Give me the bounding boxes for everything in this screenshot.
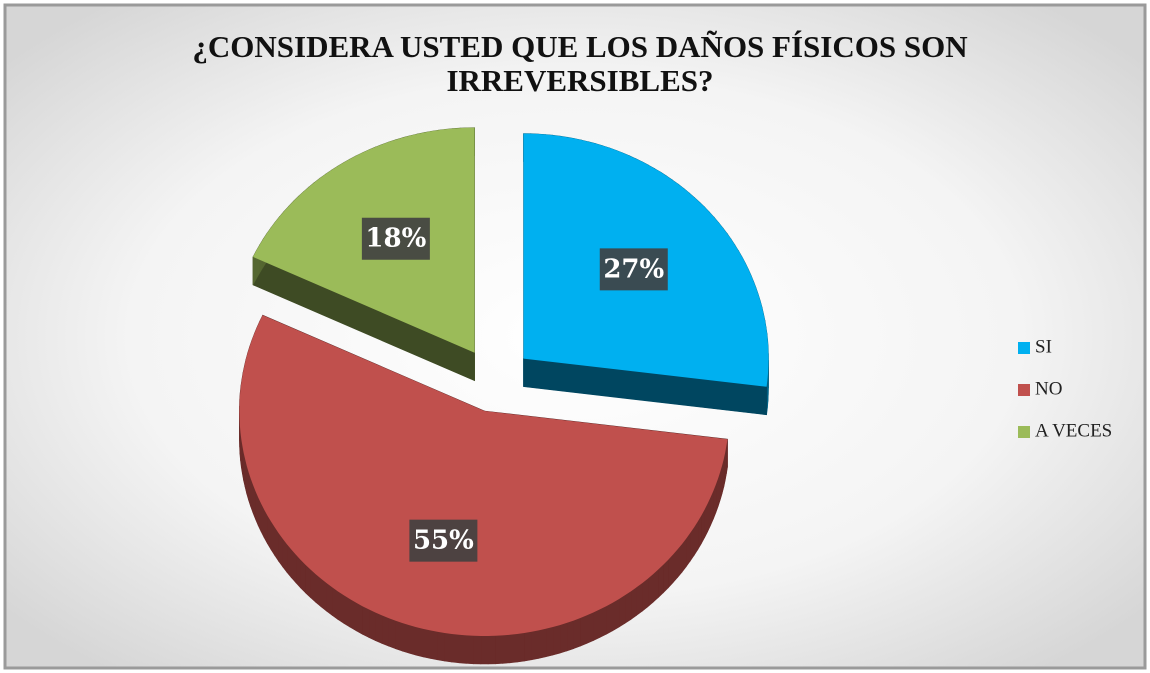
slice-edge: [681, 537, 687, 573]
slice-edge: [593, 608, 601, 641]
slice-edge: [559, 622, 568, 654]
data-label-box: [599, 248, 668, 291]
slice-edge: [349, 598, 357, 632]
slice-edge: [300, 558, 306, 594]
slice-edge: [516, 632, 525, 663]
slice-edge: [668, 553, 674, 589]
slice-edge: [395, 620, 403, 652]
slice-edge: [305, 564, 311, 599]
slice-edge: [693, 520, 699, 557]
slice-edge: [408, 624, 417, 656]
slice-edge: [502, 634, 511, 664]
slice-edge: [401, 622, 410, 654]
slice-edge: [451, 633, 460, 664]
slice-edge: [362, 605, 370, 638]
slice-edge: [658, 563, 664, 599]
slice-edge: [295, 553, 301, 589]
legend-label: A VECES: [1035, 420, 1112, 441]
slice-edge: [375, 612, 383, 644]
slice-edge: [267, 514, 272, 551]
slice-edge: [690, 526, 695, 562]
legend-swatch: [1018, 384, 1030, 396]
slice-edge: [686, 531, 691, 568]
slice-edge: [315, 573, 322, 608]
slice-edge: [343, 594, 351, 628]
slice-edge: [415, 626, 424, 658]
legend-label: SI: [1035, 336, 1052, 357]
slice-edge: [612, 598, 620, 632]
slice-edge: [274, 526, 279, 562]
data-label-box: [409, 519, 478, 562]
slice-edge: [586, 611, 594, 644]
slice-edge: [647, 573, 654, 608]
slice-edge: [286, 543, 292, 579]
slice-edge: [282, 537, 288, 573]
data-label: 55%: [413, 526, 474, 556]
slice-edge: [697, 514, 702, 551]
slice-edge: [278, 532, 283, 568]
slice-edge: [672, 548, 678, 584]
slice-edge: [566, 620, 574, 652]
slice-edge: [538, 628, 547, 659]
slice-edge: [531, 630, 539, 661]
slice-edge: [355, 602, 363, 635]
slice-edge: [473, 635, 482, 665]
legend-label: NO: [1035, 378, 1062, 399]
slice-edge: [495, 635, 503, 665]
slice-edge: [388, 617, 396, 650]
slice-edge: [444, 632, 452, 663]
slice-edge: [429, 630, 438, 661]
slice-edge: [552, 624, 561, 656]
legend-swatch: [1018, 426, 1030, 438]
slice-edge: [701, 509, 705, 544]
slice-edge: [465, 635, 474, 665]
legend-swatch: [1018, 342, 1030, 354]
slice-edge: [337, 590, 345, 624]
slice-edge: [368, 608, 376, 641]
slice-edge: [381, 614, 389, 647]
slice-edge: [580, 614, 588, 647]
slice-edge: [545, 626, 554, 658]
slice-edge: [320, 578, 327, 612]
chart-title: ¿CONSIDERA USTED QUE LOS DAÑOS FÍSICOS S…: [192, 29, 968, 98]
data-label: 18%: [365, 224, 426, 254]
slice-edge: [618, 594, 626, 628]
slice-edge: [663, 558, 669, 594]
slice-edge: [437, 631, 445, 662]
slice-edge: [642, 578, 649, 612]
slice-edge: [332, 586, 339, 621]
slice-edge: [624, 590, 632, 624]
slice-edge: [422, 628, 431, 659]
data-label: 27%: [603, 254, 664, 284]
slice-edge: [487, 635, 496, 665]
slice-edge: [636, 582, 643, 616]
slice-edge: [652, 568, 659, 603]
slice-edge: [326, 582, 333, 617]
slice-edge: [480, 635, 489, 665]
slice-edge: [630, 586, 637, 620]
slice: [239, 315, 728, 636]
slice-edge: [573, 617, 581, 650]
slice-edge: [509, 633, 518, 664]
slice-edge: [677, 543, 683, 579]
slice-edge: [458, 634, 467, 664]
slice-edge: [290, 548, 297, 584]
slice-edge: [524, 631, 532, 662]
slice-edge: [599, 605, 607, 638]
slice-edge: [310, 568, 316, 603]
data-label-box: [361, 217, 430, 260]
slice-edge: [606, 602, 613, 635]
slice-edge: [270, 520, 275, 557]
